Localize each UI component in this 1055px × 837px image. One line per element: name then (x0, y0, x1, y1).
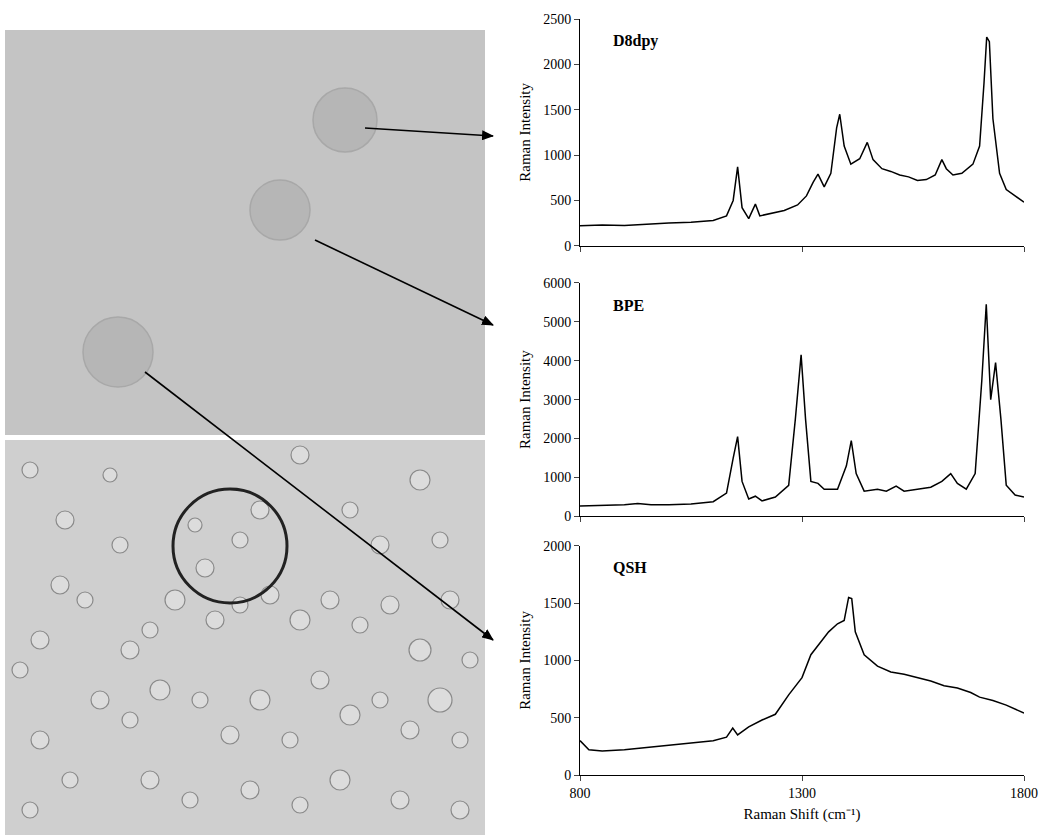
svg-text:2000: 2000 (543, 57, 571, 72)
svg-text:500: 500 (550, 193, 571, 208)
svg-text:1000: 1000 (543, 470, 571, 485)
svg-text:QSH: QSH (613, 559, 647, 576)
svg-text:0: 0 (564, 239, 571, 254)
svg-text:0: 0 (564, 509, 571, 524)
svg-text:800: 800 (570, 786, 591, 801)
svg-text:Raman Intensity: Raman Intensity (517, 83, 533, 182)
svg-text:Raman Shift (cm⁻¹): Raman Shift (cm⁻¹) (744, 806, 861, 823)
svg-text:2500: 2500 (543, 12, 571, 27)
svg-text:1300: 1300 (788, 786, 816, 801)
svg-text:Raman Intensity: Raman Intensity (517, 611, 533, 710)
svg-text:2000: 2000 (543, 539, 571, 554)
svg-text:D8dpy: D8dpy (613, 32, 658, 50)
svg-text:4000: 4000 (543, 354, 571, 369)
svg-text:1000: 1000 (543, 653, 571, 668)
svg-text:1500: 1500 (543, 596, 571, 611)
svg-text:3000: 3000 (543, 393, 571, 408)
svg-text:BPE: BPE (613, 297, 644, 314)
svg-text:6000: 6000 (543, 276, 571, 291)
svg-text:2000: 2000 (543, 431, 571, 446)
svg-text:500: 500 (550, 711, 571, 726)
svg-text:0: 0 (564, 768, 571, 783)
svg-text:1000: 1000 (543, 148, 571, 163)
svg-text:1500: 1500 (543, 103, 571, 118)
svg-text:5000: 5000 (543, 315, 571, 330)
svg-text:Raman Intensity: Raman Intensity (517, 350, 533, 449)
svg-text:1800: 1800 (1010, 786, 1038, 801)
